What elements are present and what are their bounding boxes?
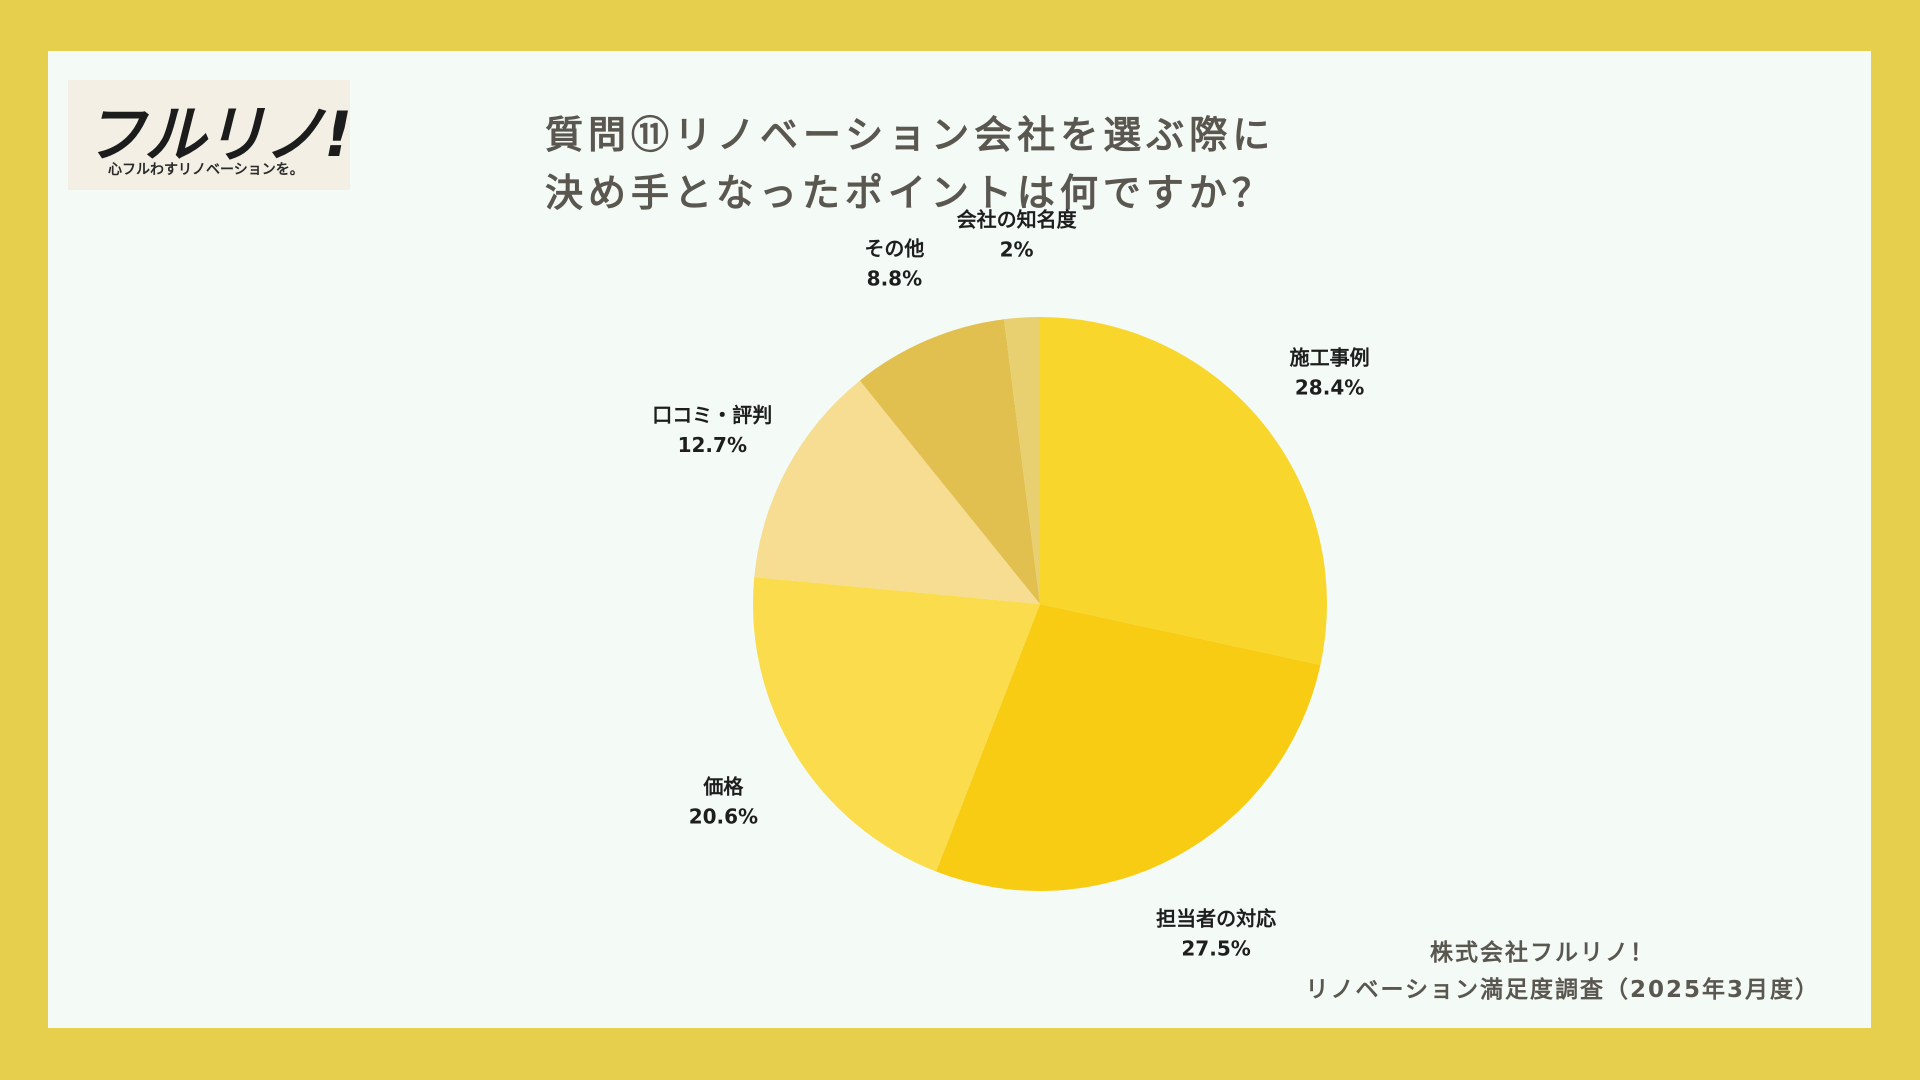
pie-slice (859, 319, 1040, 604)
title-line-1: 質問⑪リノベーション会社を選ぶ際に (545, 113, 1276, 157)
slice-value-label: 28.4% (1295, 376, 1364, 400)
slice-category-label: 担当者の対応 (1156, 907, 1276, 931)
slice-value-label: 20.6% (689, 804, 758, 828)
pie-slice (1004, 317, 1040, 604)
logo-tagline: 心フルわすリノベーションを。 (108, 162, 304, 178)
slice-category-label: 口コミ・評判 (652, 403, 772, 427)
slice-category-label: 会社の知名度 (957, 208, 1078, 232)
slice-category-label: 価格 (702, 774, 744, 798)
source-note: 株式会社フルリノ！ リノベーション満足度調査（2025年3月度） (1305, 935, 1820, 1009)
slice-value-label: 12.7% (678, 433, 747, 457)
logo-wordmark: フルリノ! (84, 98, 352, 171)
pie-slice (754, 380, 1040, 604)
survey-name: リノベーション満足度調査（2025年3月度） (1305, 977, 1820, 1003)
slice-category-label: 施工事例 (1290, 346, 1370, 370)
pie-slice (936, 604, 1321, 891)
title-line-2: 決め手となったポイントは何ですか？ (545, 171, 1275, 215)
slice-category-label: その他 (864, 237, 924, 261)
pie-labels: 施工事例 28.4% 担当者の対応 27.5% 価格 20.6% 口コミ・評判 12.7% その… (652, 208, 1369, 961)
slice-value-label: 2% (1000, 238, 1034, 262)
company-name: 株式会社フルリノ！ (1430, 940, 1655, 966)
pie-slice (752, 576, 1040, 872)
pie-slices (752, 317, 1328, 891)
brand-logo: フルリノ! 心フルわすリノベーションを。 (68, 80, 352, 190)
slice-value-label: 27.5% (1181, 937, 1250, 961)
pie-slice (1040, 317, 1328, 665)
slice-value-label: 8.8% (867, 267, 922, 291)
chart-title: 質問⑪リノベーション会社を選ぶ際に 決め手となったポイントは何ですか？ (545, 106, 1275, 222)
